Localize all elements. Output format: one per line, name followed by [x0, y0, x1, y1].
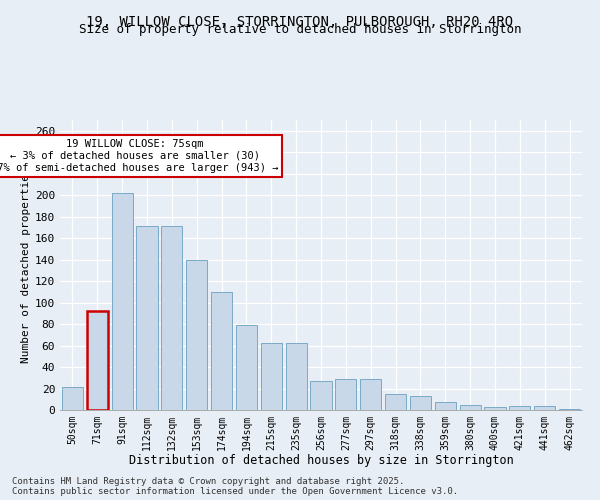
Bar — [335, 379, 356, 410]
Bar — [186, 260, 207, 410]
Bar — [161, 226, 182, 410]
Bar — [534, 406, 555, 410]
Bar — [310, 381, 332, 410]
Bar — [112, 193, 133, 410]
Bar — [360, 379, 381, 410]
Bar — [236, 325, 257, 410]
Bar — [559, 409, 580, 410]
Bar — [87, 311, 108, 410]
Bar — [484, 407, 506, 410]
Bar — [410, 396, 431, 410]
Text: 19, WILLOW CLOSE, STORRINGTON, PULBOROUGH, RH20 4RQ: 19, WILLOW CLOSE, STORRINGTON, PULBOROUG… — [86, 15, 514, 29]
Text: Contains HM Land Registry data © Crown copyright and database right 2025.: Contains HM Land Registry data © Crown c… — [12, 478, 404, 486]
Bar — [460, 404, 481, 410]
Text: Size of property relative to detached houses in Storrington: Size of property relative to detached ho… — [79, 22, 521, 36]
Text: Contains public sector information licensed under the Open Government Licence v3: Contains public sector information licen… — [12, 488, 458, 496]
Bar — [286, 344, 307, 410]
X-axis label: Distribution of detached houses by size in Storrington: Distribution of detached houses by size … — [128, 454, 514, 468]
Bar — [435, 402, 456, 410]
Bar — [62, 388, 83, 410]
Bar — [509, 406, 530, 410]
Bar — [261, 344, 282, 410]
Bar — [136, 226, 158, 410]
Y-axis label: Number of detached properties: Number of detached properties — [21, 167, 31, 363]
Bar — [211, 292, 232, 410]
Bar — [385, 394, 406, 410]
Text: 19 WILLOW CLOSE: 75sqm
← 3% of detached houses are smaller (30)
97% of semi-deta: 19 WILLOW CLOSE: 75sqm ← 3% of detached … — [0, 140, 278, 172]
